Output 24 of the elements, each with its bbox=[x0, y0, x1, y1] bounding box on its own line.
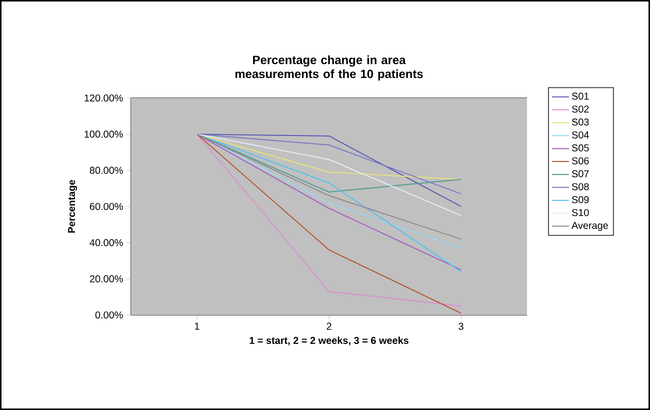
y-tick-label: 60.00% bbox=[90, 202, 123, 210]
legend-label: Average bbox=[572, 222, 608, 231]
legend-label: S05 bbox=[572, 144, 589, 152]
y-tick-label: 80.00% bbox=[90, 166, 123, 174]
x-tick-label: 1 bbox=[195, 322, 200, 330]
x-axis-title: 1 = start, 2 = 2 weeks, 3 = 6 weeks bbox=[250, 336, 408, 346]
y-tick-label: 20.00% bbox=[90, 275, 123, 282]
chart-title: Percentage change in area measurements of the 10 patients bbox=[235, 55, 423, 80]
legend-label: S09 bbox=[572, 196, 589, 204]
legend-label: S08 bbox=[572, 183, 589, 190]
legend-label: S06 bbox=[572, 157, 589, 164]
legend-label: S10 bbox=[572, 209, 589, 216]
legend-label: S07 bbox=[572, 170, 589, 178]
legend-label: S02 bbox=[572, 106, 589, 113]
x-tick-label: 2 bbox=[326, 322, 332, 330]
y-axis-title: Percentage bbox=[68, 180, 78, 233]
x-tick-label: 3 bbox=[458, 322, 464, 330]
y-tick-label: 0.00% bbox=[95, 311, 123, 319]
legend-label: S04 bbox=[572, 131, 589, 138]
legend-label: S03 bbox=[572, 118, 589, 126]
y-tick-label: 100.00% bbox=[84, 130, 123, 138]
y-tick-label: 120.00% bbox=[84, 94, 123, 102]
legend-label: S01 bbox=[572, 92, 589, 100]
y-tick-label: 40.00% bbox=[90, 239, 123, 246]
